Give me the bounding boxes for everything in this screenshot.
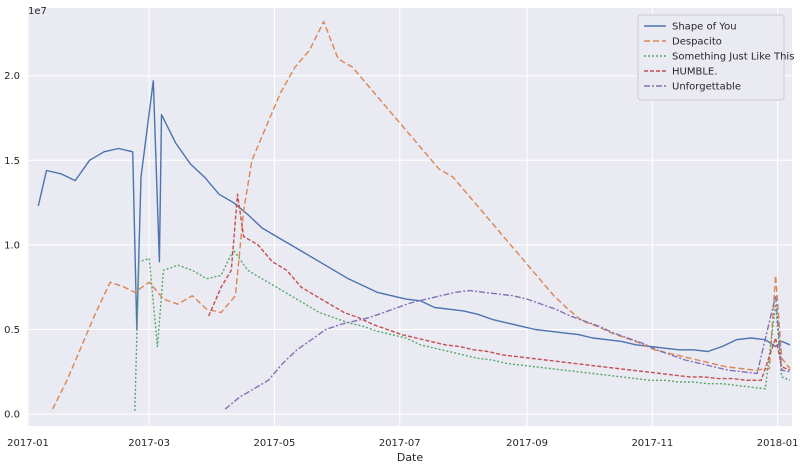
legend-label: Unforgettable — [672, 82, 741, 93]
legend-label: Despacito — [672, 37, 722, 48]
y-axis: 0.0 0.5 1.0 1.5 2.0 — [4, 71, 20, 420]
x-axis-label: Date — [397, 451, 424, 464]
series-line — [224, 289, 791, 410]
x-tick-label: 2017-07 — [379, 438, 421, 449]
y-tick-label: 0.0 — [4, 410, 20, 421]
series-layer — [37, 20, 791, 411]
y-tick-label: 1.5 — [4, 156, 20, 167]
series-line — [37, 80, 791, 353]
y-tick-label: 2.0 — [4, 71, 20, 82]
x-axis: 2017-01 2017-03 2017-05 2017-07 2017-09 2017-… — [7, 438, 798, 449]
x-tick-label: 2017-03 — [128, 438, 170, 449]
grid — [27, 8, 792, 426]
x-tick-label: 2017-05 — [254, 438, 296, 449]
series-line — [51, 20, 791, 410]
y-offset-label: 1e7 — [28, 6, 47, 17]
x-tick-label: 2017-09 — [506, 438, 548, 449]
x-tick-label: 2017-11 — [631, 438, 673, 449]
y-tick-label: 1.0 — [4, 240, 20, 251]
x-tick-label: 2018-01 — [757, 438, 799, 449]
legend: Shape of You Despacito Something Just Like… — [637, 14, 794, 101]
legend-label: HUMBLE. — [672, 67, 717, 78]
x-tick-label: 2017-01 — [7, 438, 49, 449]
legend-label: Shape of You — [672, 22, 737, 33]
y-tick-label: 0.5 — [4, 325, 20, 336]
legend-label: Something Just Like This — [672, 52, 794, 63]
series-line — [208, 193, 791, 381]
legend-box — [637, 14, 785, 101]
